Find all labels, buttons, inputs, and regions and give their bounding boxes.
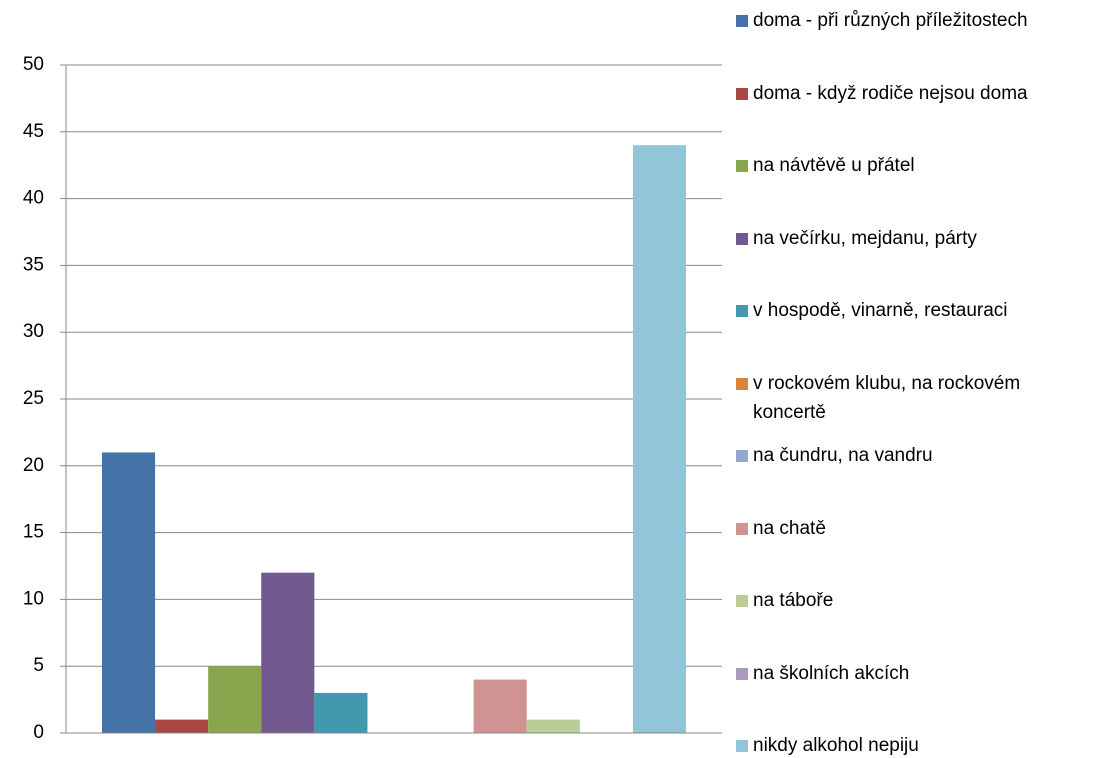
bar	[261, 572, 315, 733]
bar	[632, 145, 687, 733]
y-tick-label: 30	[23, 321, 44, 342]
y-tick-label: 20	[23, 455, 44, 476]
legend-item: nikdy alkohol nepiju	[736, 731, 1096, 758]
legend-label: na chatě	[753, 517, 826, 539]
bar	[155, 719, 209, 733]
y-tick-label: 5	[33, 655, 44, 676]
legend-item: na večírku, mejdanu, párty	[736, 224, 1096, 253]
bar	[314, 692, 368, 733]
legend-item: na čundru, na vandru	[736, 441, 1096, 470]
y-tick-label: 0	[33, 722, 44, 743]
legend-item: v rockovém klubu, na rockovém koncertě	[736, 369, 1096, 427]
bar	[526, 719, 580, 733]
y-tick-label: 35	[23, 254, 44, 275]
y-tick-label: 15	[23, 522, 44, 543]
legend-item: doma - když rodiče nejsou doma	[736, 79, 1096, 108]
legend-swatch	[736, 305, 748, 317]
bar	[101, 452, 156, 733]
y-tick-label: 50	[23, 54, 44, 75]
legend-item: na školních akcích	[736, 659, 1096, 688]
legend-swatch	[736, 522, 748, 535]
y-tick-label: 10	[23, 588, 44, 609]
legend-item: na táboře	[736, 586, 1096, 615]
legend-swatch	[736, 87, 748, 100]
y-tick-label: 40	[23, 188, 44, 209]
legend-label: na návtěvě u přátel	[753, 155, 915, 176]
legend-label: na večírku, mejdanu, párty	[753, 227, 977, 249]
legend-item: na chatě	[736, 514, 1096, 543]
legend-swatch	[736, 595, 748, 607]
legend-item: na návtěvě u přátel	[736, 151, 1096, 180]
legend-swatch	[736, 160, 748, 172]
legend-label: doma - při různých příležitostech	[753, 10, 1028, 31]
y-tick-label: 25	[23, 388, 44, 409]
bar	[473, 679, 527, 733]
y-tick-label: 45	[23, 121, 44, 142]
legend-item: v hospodě, vinarně, restauraci	[736, 296, 1096, 325]
legend-label: v rockovém klubu, na rockovém koncertě	[753, 372, 1021, 423]
legend-label: doma - když rodiče nejsou doma	[753, 82, 1028, 104]
legend-swatch	[736, 450, 748, 462]
bar	[208, 666, 262, 733]
legend-label: na školních akcích	[753, 662, 910, 684]
legend-swatch	[736, 377, 748, 390]
legend-label: na táboře	[753, 590, 834, 611]
legend-swatch	[736, 667, 748, 680]
legend-swatch	[736, 15, 748, 27]
legend-label: na čundru, na vandru	[753, 445, 933, 466]
legend-item: doma - při různých příležitostech	[736, 6, 1096, 35]
legend-swatch	[736, 232, 748, 245]
legend-label: nikdy alkohol nepiju	[753, 735, 919, 756]
legend-label: v hospodě, vinarně, restauraci	[753, 300, 1008, 321]
legend-swatch	[736, 740, 748, 752]
